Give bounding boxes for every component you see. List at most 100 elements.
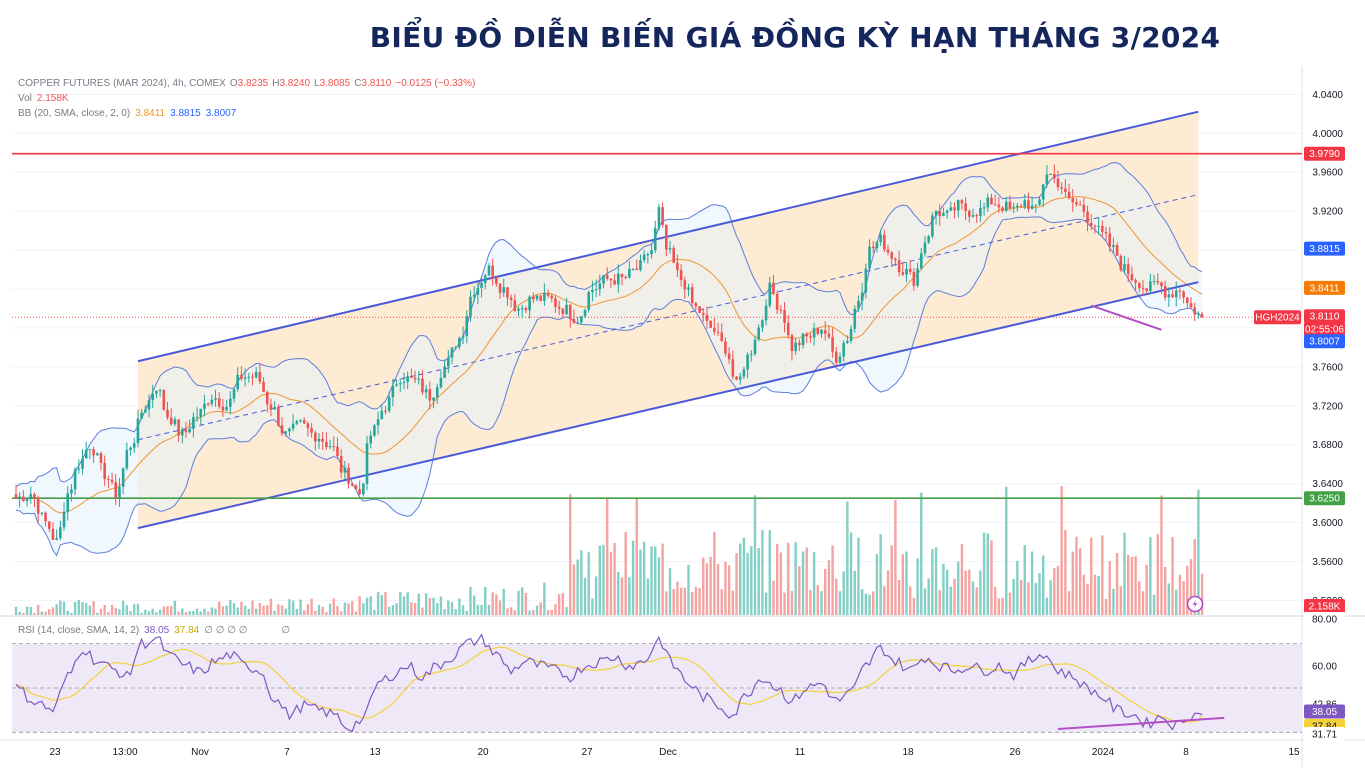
volume-bar — [487, 604, 491, 615]
candle — [1197, 313, 1200, 315]
candle — [491, 265, 494, 278]
volume-bar — [1126, 554, 1130, 615]
volume-bar — [1189, 558, 1193, 615]
countdown-badge: 02:55:06 — [1305, 325, 1344, 336]
volume-bar — [214, 608, 217, 615]
candle — [1093, 225, 1097, 227]
candle — [129, 447, 132, 450]
volume-bar — [158, 609, 162, 615]
volume-bar — [805, 547, 808, 615]
candle — [147, 400, 151, 410]
candle — [1193, 307, 1197, 315]
candle — [705, 314, 709, 322]
volume-bar — [702, 557, 705, 615]
candle — [162, 390, 166, 410]
volume-bar — [1097, 575, 1100, 615]
candle — [84, 449, 88, 459]
candle — [114, 482, 118, 498]
candle — [1200, 313, 1204, 318]
candle — [990, 197, 993, 205]
volume-bar — [602, 544, 605, 615]
volume-bar — [620, 577, 624, 615]
volume-bar — [942, 563, 945, 615]
volume-bar — [1093, 574, 1097, 615]
volume-bar — [816, 585, 820, 615]
volume-bar — [853, 570, 856, 615]
volume-bar — [650, 546, 653, 615]
volume-bar — [406, 592, 409, 615]
candle — [254, 371, 258, 378]
price-tick-label: 3.6800 — [1312, 440, 1343, 451]
candle — [155, 391, 158, 394]
volume-bar — [51, 607, 55, 615]
volume-bar — [1156, 534, 1159, 615]
volume-bar — [761, 530, 764, 615]
candle — [568, 304, 572, 319]
volume-bar — [1186, 565, 1189, 615]
support-badge-bg — [1304, 491, 1345, 506]
price-tick-label: 3.5600 — [1312, 557, 1343, 568]
volume-bar — [886, 570, 890, 615]
volume-bar — [842, 571, 845, 615]
candle — [919, 253, 923, 269]
rsi-tick-label: 60.00 — [1312, 661, 1337, 672]
candle — [779, 309, 783, 311]
candle — [956, 200, 960, 211]
candle — [210, 399, 214, 405]
volume-bar — [77, 600, 81, 615]
candle — [834, 351, 838, 363]
volume-bar — [1064, 530, 1067, 615]
candle — [1016, 205, 1019, 208]
candle — [306, 423, 310, 429]
volume-bar — [1193, 539, 1196, 615]
volume-bar — [1016, 560, 1019, 615]
candle — [613, 280, 616, 285]
volume-bar — [713, 531, 716, 615]
candle — [949, 207, 953, 211]
candle — [628, 268, 631, 278]
last-price-badge-bg — [1304, 309, 1345, 324]
price-chart[interactable]: 4.04004.00003.96003.92003.88003.84003.80… — [0, 66, 1365, 768]
volume-bar — [62, 601, 66, 615]
candle — [118, 486, 121, 498]
candle — [698, 306, 701, 313]
volume-bar — [413, 602, 417, 615]
candle — [945, 210, 949, 213]
volume-bar — [890, 545, 893, 615]
candle — [653, 227, 657, 251]
volume-bar — [990, 540, 993, 615]
candle — [1041, 184, 1045, 200]
volume-bar — [631, 540, 635, 615]
candle — [498, 283, 502, 293]
candle — [646, 254, 650, 256]
candle — [291, 423, 295, 429]
rsi-ma-line — [15, 646, 1203, 723]
volume-bar — [513, 610, 517, 615]
candle — [317, 438, 321, 442]
candle — [110, 479, 114, 483]
volume-bar — [1119, 586, 1123, 615]
candle — [605, 275, 609, 279]
volume-bar — [395, 603, 398, 615]
volume-bar — [1167, 583, 1171, 615]
volume-bar — [835, 578, 838, 615]
candle — [1137, 282, 1141, 288]
time-tick-label: 13:00 — [112, 747, 137, 758]
volume-bar — [495, 594, 498, 615]
volume-bar — [894, 499, 897, 615]
candle — [676, 262, 679, 271]
volume-bar — [1178, 574, 1182, 615]
volume-bar — [81, 601, 84, 615]
price-tick-label: 3.9600 — [1312, 168, 1343, 179]
volume-bar — [576, 559, 579, 615]
candle — [18, 496, 21, 499]
symbol-badge: HGH2024 — [1255, 313, 1300, 324]
volume-bar — [934, 547, 938, 615]
candle — [99, 453, 103, 463]
volume-bar — [332, 598, 335, 615]
lightning-icon[interactable] — [1186, 595, 1204, 613]
volume-bar — [964, 570, 967, 615]
volume-bar — [498, 600, 502, 615]
candle — [1104, 231, 1108, 234]
candle — [1001, 207, 1004, 211]
